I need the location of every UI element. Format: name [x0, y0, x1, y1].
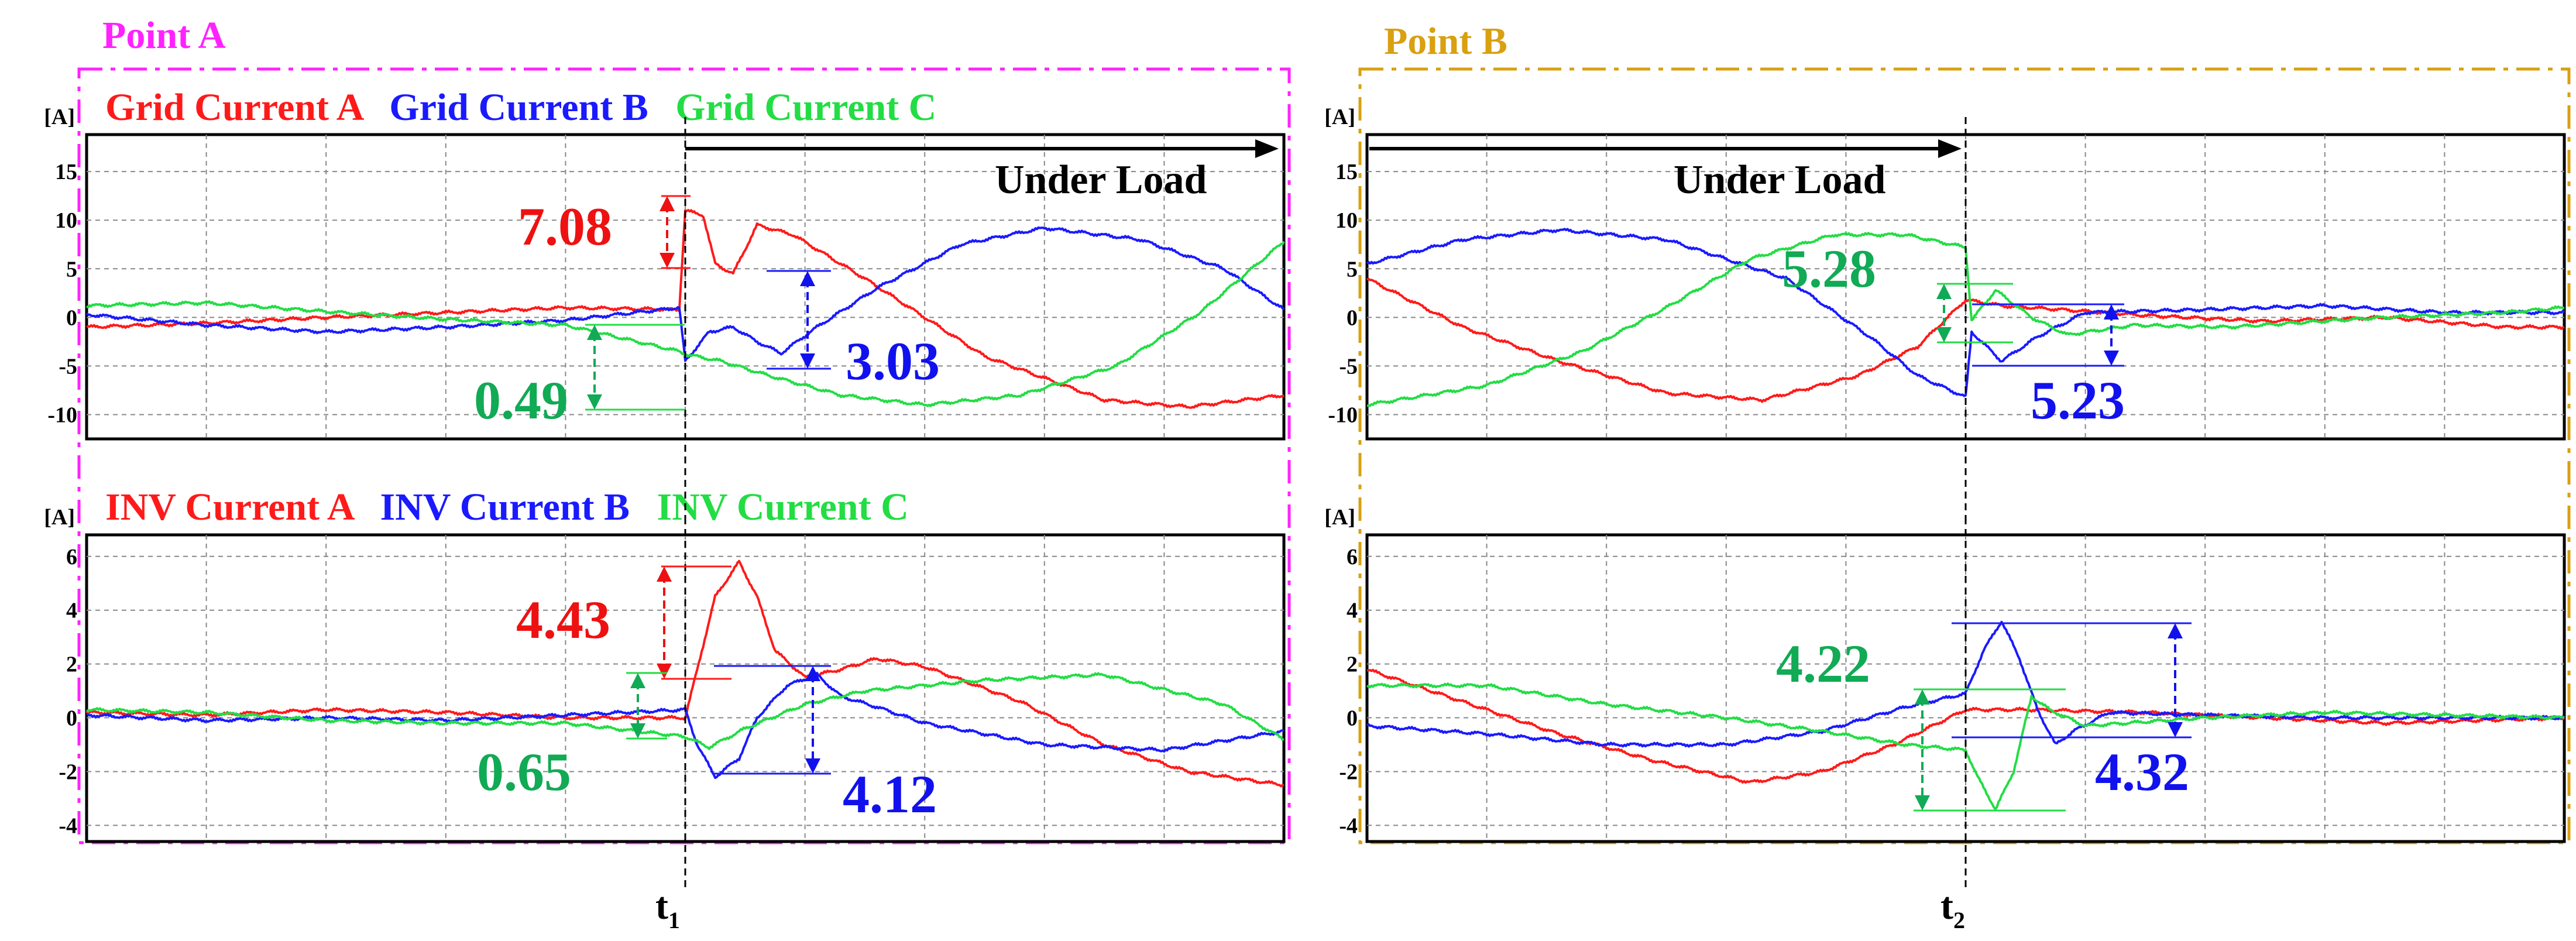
annotation-red: 4.43	[516, 565, 731, 680]
arrow-up-icon	[1915, 689, 1930, 705]
annotation-green: 4.22	[1776, 634, 2066, 812]
annotation-green: 0.65	[477, 672, 667, 802]
arrow-up-icon	[2104, 304, 2119, 320]
legend-grid-current-b: Grid Current B	[389, 86, 648, 129]
time-marker-t1: t1	[655, 885, 680, 933]
y-tick-label: 4	[1347, 599, 1358, 623]
annotation-blue: 5.23	[1972, 303, 2125, 430]
annotation-value: 7.08	[518, 197, 612, 256]
arrow-down-icon	[2168, 722, 2183, 737]
annotation-value: 4.32	[2095, 742, 2189, 802]
arrow-down-icon	[1915, 795, 1930, 811]
y-tick-label: 0	[66, 706, 77, 731]
annotation-blue: 4.12	[714, 665, 937, 824]
y-tick-label: 0	[1347, 305, 1358, 330]
arrow-up-icon	[805, 666, 820, 681]
annotation-green: 5.28	[1782, 239, 2013, 344]
y-tick-label: -5	[59, 354, 77, 379]
y-tick-label: 5	[1347, 257, 1358, 281]
annotation-green: 0.49	[474, 324, 685, 430]
point-b-title: Point B	[1384, 20, 1507, 63]
annotation-value: 4.22	[1776, 634, 1870, 693]
arrow-up-icon	[800, 271, 815, 286]
chart-pointA-inv: 6 4 2 0 -2 -4 [A]	[44, 505, 1286, 888]
annotation-value: 5.23	[2031, 370, 2125, 430]
y-unit-label: [A]	[44, 505, 75, 530]
under-load-label: Under Load	[995, 157, 1207, 202]
under-load-indicator: Under Load	[1369, 139, 1962, 202]
arrow-up-icon	[630, 673, 645, 688]
y-unit-label: [A]	[1324, 505, 1355, 530]
y-tick-label: 15	[55, 160, 77, 184]
legend-grid-current-c: Grid Current C	[675, 86, 936, 129]
series-line-inv-current-c	[85, 672, 1284, 750]
series-line-grid-current-a	[86, 209, 1285, 409]
legend-inv-current-b: INV Current B	[380, 486, 630, 528]
y-tick-label: 0	[66, 305, 77, 330]
series-line-grid-current-b	[85, 226, 1285, 362]
y-tick-label: -10	[1328, 403, 1358, 427]
y-tick-label: 2	[1347, 652, 1358, 677]
y-tick-label: -4	[59, 813, 77, 838]
y-unit-label: [A]	[1324, 105, 1355, 129]
time-marker-t2: t2	[1940, 885, 1965, 933]
arrow-down-icon	[630, 723, 645, 739]
arrow-head-icon	[1255, 139, 1279, 158]
legend-inv: INV Current A INV Current B INV Current …	[105, 486, 909, 528]
arrow-up-icon	[1936, 284, 1952, 299]
y-tick-label: 2	[66, 652, 77, 677]
series-line-inv-current-c	[1366, 682, 2565, 811]
arrow-head-icon	[1938, 139, 1962, 158]
y-tick-label: 6	[66, 545, 77, 569]
under-load-label: Under Load	[1674, 157, 1885, 202]
point-a-title: Point A	[102, 14, 226, 57]
annotation-red: 7.08	[518, 195, 691, 269]
under-load-indicator: Under Load	[685, 139, 1279, 202]
arrow-down-icon	[800, 353, 815, 369]
y-tick-label: -5	[1339, 354, 1358, 379]
legend-grid-current-a: Grid Current A	[105, 86, 365, 129]
annotation-value: 0.65	[477, 742, 571, 802]
series-line-grid-current-b	[1366, 228, 2565, 397]
arrow-up-icon	[657, 566, 672, 582]
y-tick-label: 10	[1335, 208, 1358, 233]
annotation-value: 4.43	[516, 590, 610, 650]
y-tick-label: 10	[55, 208, 77, 233]
annotation-value: 4.12	[843, 764, 937, 824]
y-tick-label: -10	[47, 403, 77, 427]
y-tick-label: -2	[59, 760, 77, 784]
y-tick-label: 5	[66, 257, 77, 281]
y-tick-label: -2	[1339, 760, 1358, 784]
arrow-down-icon	[1936, 327, 1952, 342]
y-tick-label: 6	[1347, 545, 1358, 569]
arrow-down-icon	[2104, 351, 2119, 366]
chart-pointA-grid: 15 10 5 0 -5 -10 [A]	[44, 105, 1286, 527]
chart-pointB-grid: 15 10 5 0 -5 -10 [A]	[1324, 105, 2566, 527]
y-tick-label: -4	[1339, 813, 1358, 838]
chart-pointB-inv: 6 4 2 0 -2 -4 [A]	[1324, 505, 2566, 888]
arrow-down-icon	[587, 394, 602, 410]
legend-inv-current-c: INV Current C	[657, 486, 909, 528]
y-unit-label: [A]	[44, 105, 75, 129]
arrow-down-icon	[657, 664, 672, 679]
annotation-value: 0.49	[474, 370, 568, 430]
y-tick-label: 15	[1335, 160, 1358, 184]
arrow-up-icon	[587, 325, 602, 340]
legend-grid: Grid Current A Grid Current B Grid Curre…	[105, 86, 936, 129]
annotation-blue: 3.03	[767, 270, 940, 391]
y-tick-label: 0	[1347, 706, 1358, 731]
arrow-up-icon	[2168, 623, 2183, 638]
y-tick-label: 4	[66, 599, 77, 623]
arrow-up-icon	[660, 196, 675, 211]
annotation-blue: 4.32	[1952, 622, 2192, 802]
legend-inv-current-a: INV Current A	[105, 486, 355, 528]
arrow-down-icon	[805, 758, 820, 774]
arrow-down-icon	[660, 253, 675, 268]
annotation-value: 3.03	[846, 331, 940, 391]
annotation-value: 5.28	[1782, 239, 1876, 298]
series-line-inv-current-b	[1366, 620, 2565, 748]
